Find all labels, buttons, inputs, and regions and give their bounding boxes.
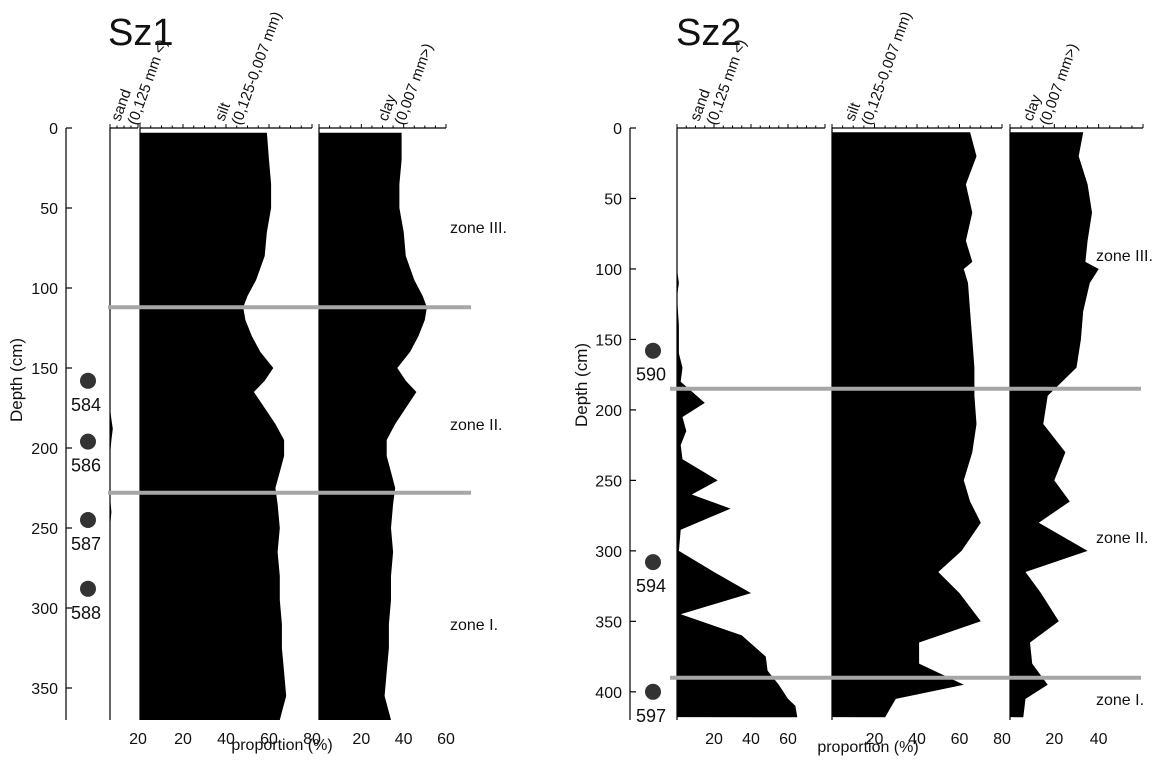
y-tick-label: 200: [31, 441, 58, 458]
y-tick-label: 150: [31, 361, 58, 378]
sample-label: 597: [636, 706, 666, 726]
zone-label: zone I.: [1096, 692, 1144, 709]
sample-marker: [645, 342, 661, 359]
y-axis-label: Depth (cm): [7, 338, 26, 422]
x-tick-label: 20: [129, 731, 147, 748]
y-tick-label: 300: [31, 601, 58, 618]
x-tick-label: 60: [260, 731, 278, 748]
column-label-name: silt: [842, 100, 865, 124]
sample-label: 590: [636, 365, 666, 385]
x-tick-label: 40: [908, 731, 926, 748]
zone-label: zone II.: [1096, 530, 1148, 547]
clay-column: clay (0,007 mm>) 20 40 60: [318, 41, 455, 748]
sample-label: 586: [71, 456, 101, 476]
zone-label: zone III.: [1096, 248, 1153, 265]
silt-column: silt (0,125-0,007 mm) 20 40 60 80: [139, 9, 321, 748]
silt-curve: [140, 132, 287, 721]
y-tick-label: 250: [31, 521, 58, 538]
y-tick-label: 200: [595, 403, 622, 420]
sample-label: 584: [71, 395, 101, 415]
sample-marker: [80, 512, 96, 528]
column-label-range: (0,125-0,007 mm): [228, 9, 285, 127]
y-tick-label: 350: [595, 614, 622, 631]
y-axis-label: Depth (cm): [572, 343, 591, 427]
y-tick-labels: 0 50 100 150 200 250 300 350 400: [595, 121, 622, 702]
panel-title: Sz1: [108, 12, 173, 54]
x-tick-label: 60: [951, 731, 969, 748]
sample-marker: [645, 554, 661, 571]
sample-marker: [80, 433, 96, 450]
silt-column: silt (0,125-0,007 mm) 20 40 60 80: [831, 9, 1011, 748]
sample-labels: 584 586 587 588: [71, 395, 101, 623]
x-tick-label: 20: [705, 731, 723, 748]
clay-curve: [319, 132, 427, 721]
y-tick-label: 0: [49, 121, 58, 138]
panel-sz1: Sz1 Depth (cm) proportion (%) 0 50 100 1…: [7, 9, 507, 754]
x-tick-label: 20: [866, 731, 884, 748]
x-tick-label: 20: [352, 731, 370, 748]
zone-labels: zone III. zone II. zone I.: [450, 220, 507, 634]
y-tick-label: 0: [613, 121, 622, 138]
x-axis-label: proportion (%): [817, 739, 918, 756]
sand-curve: [110, 128, 113, 720]
x-tick-label: 60: [437, 731, 455, 748]
sample-marker: [645, 683, 661, 700]
y-tick-label: 50: [604, 191, 622, 208]
zone-label: zone III.: [450, 220, 507, 237]
sand-curve: [677, 128, 798, 718]
x-tick-label: 80: [303, 731, 321, 748]
sample-label: 588: [71, 603, 101, 623]
y-tick-label: 350: [31, 681, 58, 698]
x-tick-label: 20: [1045, 731, 1063, 748]
clay-column: clay (0,007 mm>) 20 40: [1009, 41, 1144, 748]
x-tick-label: 40: [1090, 731, 1108, 748]
y-tick-label: 50: [40, 201, 58, 218]
column-label-name: silt: [212, 100, 235, 124]
x-axis-label: proportion (%): [231, 737, 332, 754]
x-tick-label: 40: [742, 731, 760, 748]
zone-label: zone II.: [450, 417, 502, 434]
x-tick-label: 20: [174, 731, 192, 748]
silt-curve: [832, 132, 981, 718]
x-tick-label: 80: [993, 731, 1011, 748]
sample-label: 594: [636, 576, 666, 596]
sample-marker: [80, 580, 96, 597]
column-label-range: (0,007 mm>): [391, 41, 436, 127]
zone-label: zone I.: [450, 617, 498, 634]
x-tick-label: 60: [779, 731, 797, 748]
sample-labels: 590 594 597: [636, 365, 666, 726]
y-tick-label: 100: [595, 262, 622, 279]
zone-labels: zone III. zone II. zone I.: [1096, 248, 1153, 709]
plot-marks: [629, 127, 636, 720]
sample-marker: [80, 372, 96, 389]
panel-sz2: Sz2 Depth (cm) proportion (%) 0 50 100 1…: [572, 9, 1153, 756]
panel-title: Sz2: [676, 12, 741, 54]
column-label-range: (0,007 mm>): [1036, 41, 1081, 127]
y-tick-labels: 0 50 100 150 200 250 300 350: [31, 121, 58, 698]
plot-marks: [65, 127, 72, 720]
clay-curve: [1010, 132, 1099, 718]
sample-label: 587: [71, 534, 101, 554]
x-tick-label: 40: [395, 731, 413, 748]
y-tick-label: 100: [31, 281, 58, 298]
x-tick-label: 40: [217, 731, 235, 748]
y-tick-label: 150: [595, 332, 622, 349]
y-tick-label: 400: [595, 685, 622, 702]
column-label-range: (0,125-0,007 mm): [858, 9, 915, 127]
y-tick-label: 250: [595, 473, 622, 490]
y-tick-label: 300: [595, 544, 622, 561]
